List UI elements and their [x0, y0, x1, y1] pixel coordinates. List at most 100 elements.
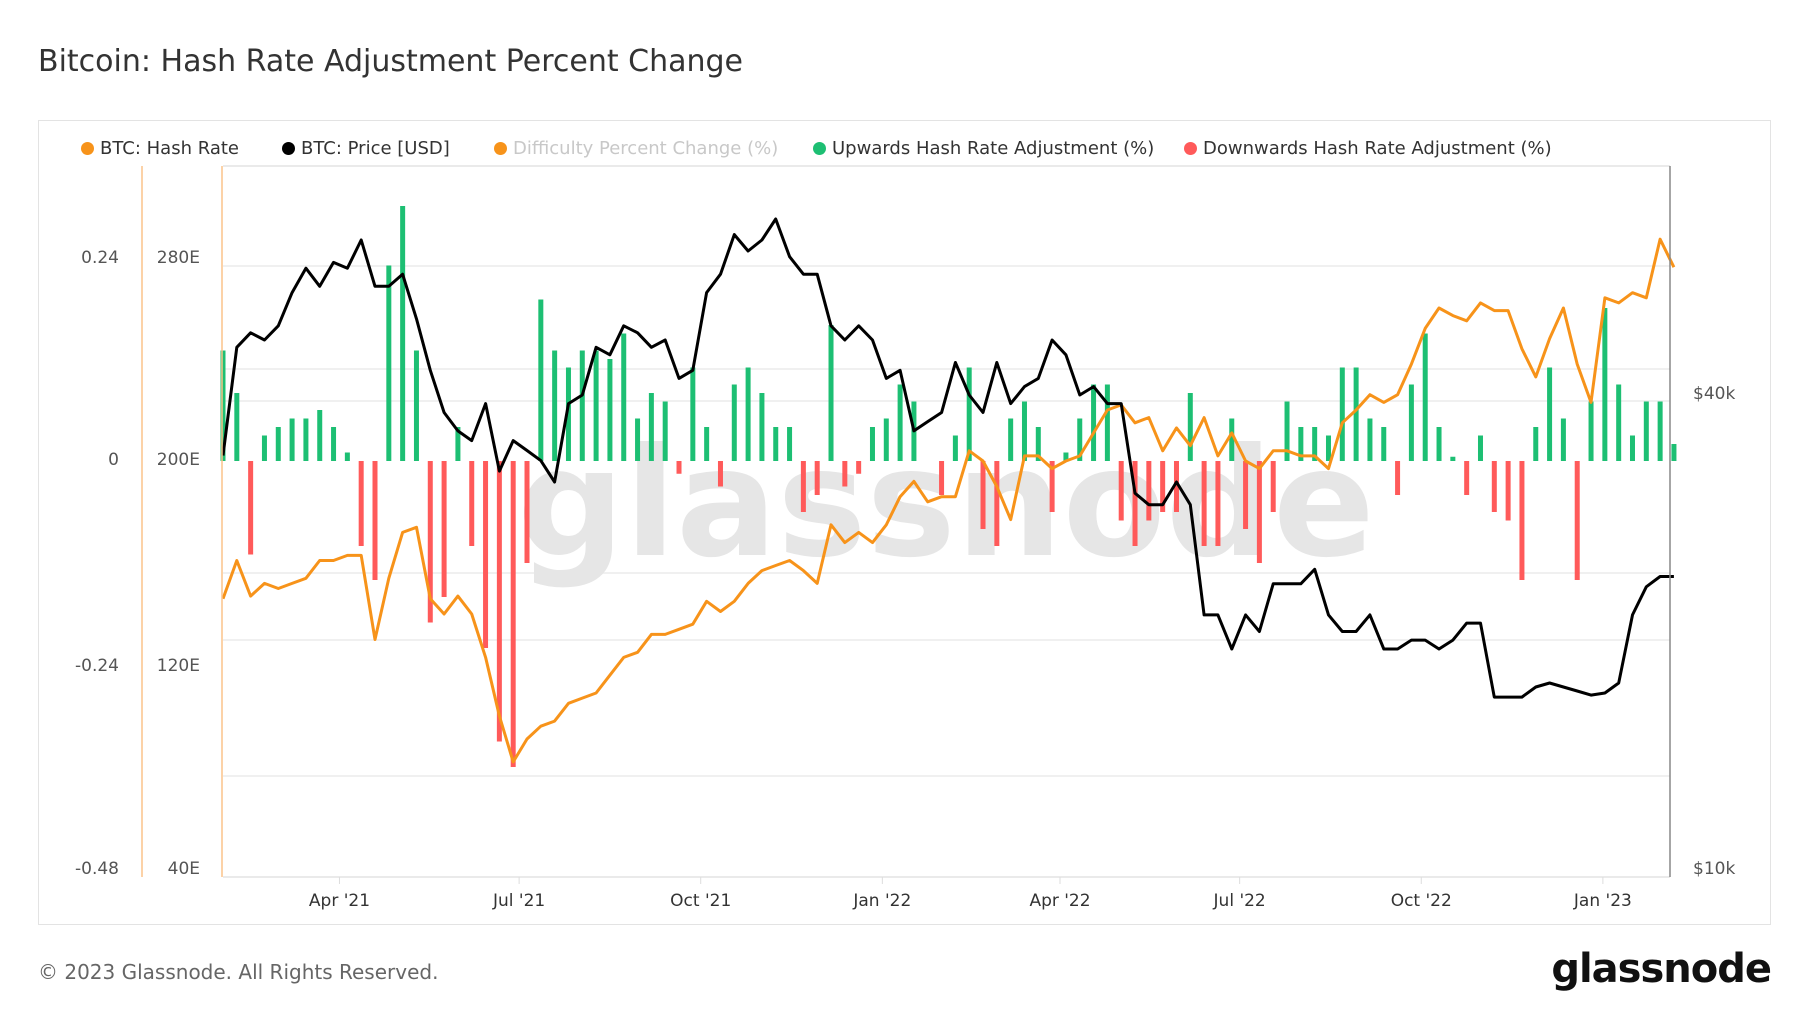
upwards-adjustment-bar [1671, 444, 1677, 461]
upwards-adjustment-bar [1091, 384, 1097, 461]
upwards-adjustment-bar [386, 265, 392, 461]
upwards-adjustment-bar [621, 333, 627, 461]
x-tick-label: Oct '21 [670, 891, 731, 911]
downwards-adjustment-bar [800, 461, 806, 512]
legend-label: Difficulty Percent Change (%) [513, 138, 779, 159]
downwards-adjustment-bar [717, 461, 723, 487]
gridlines [223, 165, 1670, 878]
legend-hash-rate[interactable]: BTC: Hash Rate [81, 138, 239, 159]
x-tick-label: Jul '21 [492, 891, 545, 911]
legend-difficulty-change[interactable]: Difficulty Percent Change (%) [494, 138, 778, 159]
upwards-adjustment-bar [1422, 333, 1428, 461]
downwards-adjustment-bar [1491, 461, 1497, 512]
upwards-adjustment-bar [607, 359, 613, 461]
downwards-adjustment-bar [1132, 461, 1138, 546]
downwards-adjustment-bar [1201, 461, 1207, 546]
upwards-adjustment-bar [1560, 418, 1566, 461]
upwards-adjustment-bar [1533, 427, 1539, 461]
downwards-adjustment-bar [1270, 461, 1276, 512]
downwards-adjustment-bar [483, 461, 489, 648]
upwards-adjustment-bar [1284, 401, 1290, 461]
downwards-adjustment-bar [1464, 461, 1470, 495]
upwards-adjustment-bar [759, 393, 765, 461]
upwards-adjustment-bar [1616, 384, 1622, 461]
upwards-adjustment-bar [648, 393, 654, 461]
upwards-adjustment-bar [579, 350, 585, 461]
downwards-adjustment-bar [676, 461, 682, 474]
downwards-adjustment-bar [1505, 461, 1511, 521]
legend-label: Upwards Hash Rate Adjustment (%) [832, 138, 1155, 159]
upwards-adjustment-bar [1477, 435, 1483, 461]
upwards-adjustment-bar [455, 427, 461, 461]
downwards-adjustment-bar [1395, 461, 1401, 495]
downwards-adjustment-bar [1256, 461, 1262, 563]
glassnode-logo[interactable]: glassnode [1551, 946, 1772, 992]
upwards-adjustment-bar [1229, 418, 1235, 461]
upwards-adjustment-bar [952, 435, 958, 461]
downwards-adjustment-bar [1049, 461, 1055, 512]
downwards-adjustment-bar [1243, 461, 1249, 529]
downwards-adjustment-bar [1146, 461, 1152, 521]
x-tick-label: Jan '22 [852, 891, 911, 911]
chart-title: Bitcoin: Hash Rate Adjustment Percent Ch… [38, 44, 744, 79]
downwards-adjustment-bar [427, 461, 433, 623]
hash-rate-tick-label: 120E [157, 656, 200, 676]
upwards-adjustment-bar [261, 435, 267, 461]
downwards-adjustment-bar [1160, 461, 1166, 512]
upwards-adjustment-bar [565, 367, 571, 461]
upwards-adjustment-bar [1367, 418, 1373, 461]
percent-tick-label: 0 [108, 450, 119, 470]
downwards-adjustment-bar [842, 461, 848, 487]
hash-rate-tick-label: 200E [157, 450, 200, 470]
upwards-adjustment-bar [773, 427, 779, 461]
downwards-adjustment-bar [358, 461, 364, 546]
hash-rate-tick-label: 40E [168, 859, 200, 879]
x-tick-label: Jul '22 [1213, 891, 1266, 911]
axes: 0.24 0 -0.24 -0.48 280E 200E 120E 40E $40k $10k Ap… [75, 166, 1735, 911]
upwards-adjustment-bar [1643, 401, 1649, 461]
hash-rate-tick-label: 280E [157, 248, 200, 268]
upwards-adjustment-bar [745, 367, 751, 461]
upwards-adjustment-bar [220, 350, 226, 461]
legend-label: BTC: Hash Rate [100, 138, 239, 159]
upwards-adjustment-bar [303, 418, 309, 461]
upwards-adjustment-bar [317, 410, 323, 461]
legend-dot-icon [282, 142, 295, 155]
downwards-adjustment-bar [814, 461, 820, 495]
series-lines [221, 217, 1676, 764]
upwards-adjustment-bar [662, 401, 668, 461]
downwards-adjustment-bar [939, 461, 945, 495]
upwards-adjustment-bar [897, 384, 903, 461]
downwards-adjustment-bar [248, 461, 254, 555]
upwards-adjustment-bar [538, 299, 544, 461]
upwards-adjustment-bar [1547, 367, 1553, 461]
upwards-adjustment-bar [1629, 435, 1635, 461]
upwards-adjustment-bar [1063, 452, 1069, 461]
legend-dot-icon [1184, 142, 1197, 155]
upwards-adjustment-bar [593, 350, 599, 461]
upwards-adjustment-bar [731, 384, 737, 461]
legend-label: BTC: Price [USD] [301, 138, 450, 159]
percent-tick-label: -0.48 [75, 859, 119, 879]
upwards-adjustment-bar [1588, 401, 1594, 461]
downwards-adjustment-bar [372, 461, 378, 580]
price-tick-label: $40k [1693, 384, 1735, 404]
upwards-adjustment-bar [1339, 367, 1345, 461]
upwards-adjustment-bar [400, 206, 406, 461]
upwards-adjustment-bar [1602, 308, 1608, 461]
price-line [221, 217, 1674, 699]
upwards-adjustment-bar [275, 427, 281, 461]
legend-price[interactable]: BTC: Price [USD] [282, 138, 450, 159]
downwards-adjustment-bar [1173, 461, 1179, 512]
upwards-adjustment-bar [1298, 427, 1304, 461]
copyright-text: © 2023 Glassnode. All Rights Reserved. [38, 960, 439, 984]
downwards-adjustment-bar [856, 461, 862, 474]
upwards-adjustment-bar [1657, 401, 1663, 461]
downwards-adjustment-bar [1215, 461, 1221, 546]
upwards-adjustment-bar [1381, 427, 1387, 461]
legend-downwards-adjustment[interactable]: Downwards Hash Rate Adjustment (%) [1184, 138, 1552, 159]
upwards-adjustment-bar [331, 427, 337, 461]
legend-upwards-adjustment[interactable]: Upwards Hash Rate Adjustment (%) [813, 138, 1154, 159]
upwards-adjustment-bar [1035, 427, 1041, 461]
legend-dot-icon [494, 142, 507, 155]
